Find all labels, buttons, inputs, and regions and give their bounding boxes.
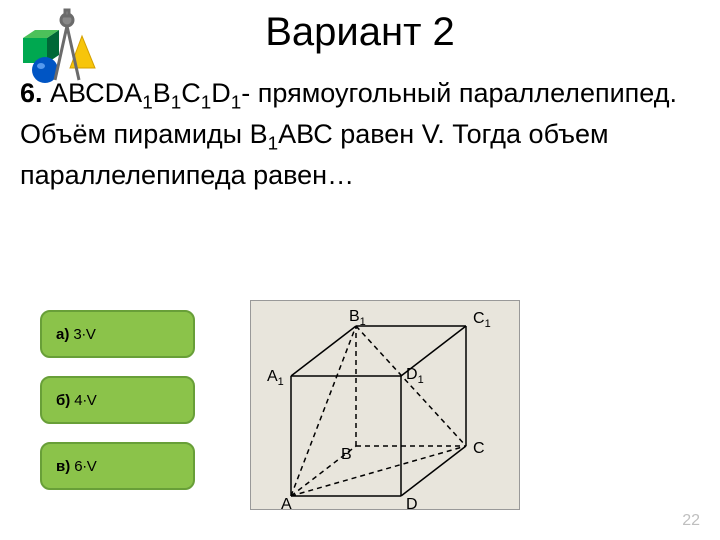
svg-text:D1: D1: [406, 366, 424, 386]
answer-label: б): [56, 392, 70, 409]
subscript: 1: [231, 92, 242, 113]
page-title: Вариант 2: [0, 0, 720, 55]
answer-option-a[interactable]: а) 3∙V: [40, 310, 195, 358]
answer-list: а) 3∙V б) 4∙V в) 6∙V: [40, 310, 195, 490]
answer-option-b[interactable]: б) 4∙V: [40, 376, 195, 424]
svg-text:D: D: [406, 496, 418, 511]
parallelepiped-diagram: A B C D A1 B1 C1 D1: [250, 300, 520, 510]
subscript: 1: [201, 92, 212, 113]
answer-value: 4∙V: [74, 392, 97, 409]
svg-text:A1: A1: [267, 368, 284, 388]
problem-segment: D: [211, 78, 231, 108]
subscript: 1: [171, 92, 182, 113]
problem-segment: С: [181, 78, 201, 108]
problem-segment: В: [153, 78, 171, 108]
svg-text:C1: C1: [473, 310, 491, 330]
geometry-logo: [15, 8, 105, 93]
svg-text:C: C: [473, 440, 485, 457]
problem-text: 6. АВСDА1В1С1D1- прямоугольный параллеле…: [0, 55, 720, 193]
subscript: 1: [268, 133, 279, 154]
page-number: 22: [682, 512, 700, 530]
subscript: 1: [142, 92, 153, 113]
svg-text:A: A: [281, 496, 292, 511]
answer-value: 3∙V: [73, 326, 96, 343]
answer-label: в): [56, 458, 70, 475]
svg-text:B: B: [341, 446, 352, 463]
svg-text:B1: B1: [349, 308, 366, 328]
answer-value: 6∙V: [74, 458, 97, 475]
answer-label: а): [56, 326, 69, 343]
answer-option-c[interactable]: в) 6∙V: [40, 442, 195, 490]
